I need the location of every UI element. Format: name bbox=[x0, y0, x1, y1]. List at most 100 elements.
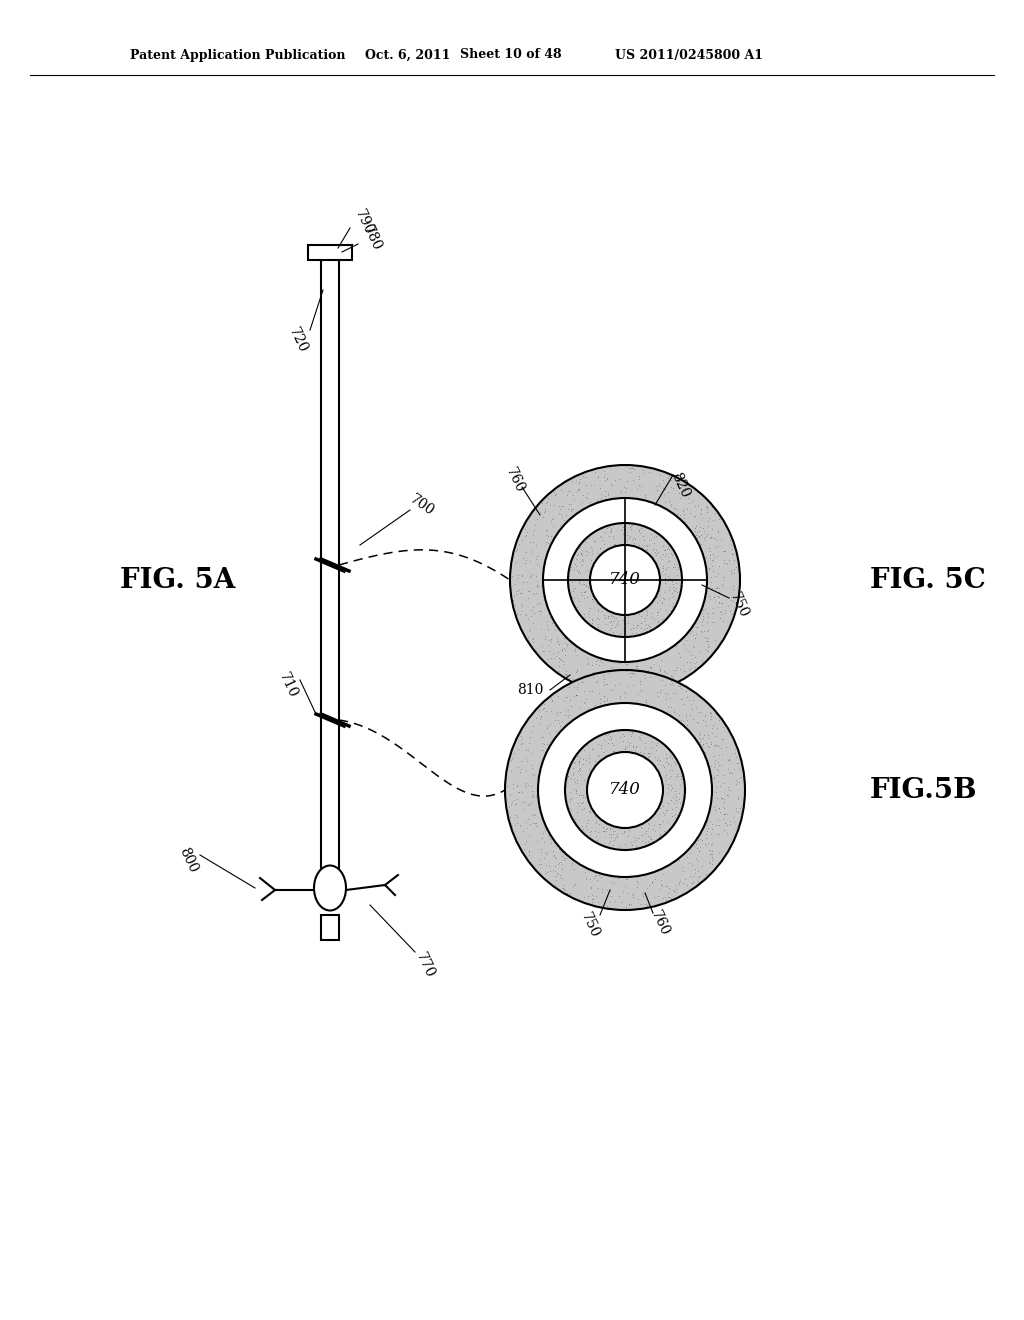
Point bbox=[505, 774, 521, 795]
Point bbox=[617, 620, 634, 642]
Point bbox=[529, 576, 546, 597]
Point bbox=[663, 766, 679, 787]
Point bbox=[643, 606, 659, 627]
Point bbox=[551, 655, 567, 676]
Point bbox=[639, 747, 655, 768]
Point bbox=[539, 843, 555, 865]
Point bbox=[700, 851, 717, 873]
Point bbox=[550, 631, 566, 652]
Point bbox=[574, 792, 591, 813]
Point bbox=[505, 777, 521, 799]
Point bbox=[638, 689, 654, 710]
Point bbox=[513, 565, 529, 586]
Point bbox=[558, 882, 574, 903]
Point bbox=[530, 849, 547, 870]
Point bbox=[568, 678, 585, 700]
Point bbox=[635, 886, 651, 907]
Point bbox=[679, 651, 695, 672]
Point bbox=[679, 847, 695, 869]
Point bbox=[656, 756, 673, 777]
Point bbox=[502, 783, 518, 804]
Point bbox=[658, 875, 675, 896]
Point bbox=[571, 572, 588, 593]
Point bbox=[525, 583, 542, 605]
Point bbox=[624, 529, 640, 550]
Point bbox=[699, 812, 716, 833]
Point bbox=[578, 750, 594, 771]
Point bbox=[629, 870, 645, 891]
Point bbox=[660, 768, 677, 789]
Point bbox=[660, 491, 677, 512]
Point bbox=[571, 673, 588, 694]
Point bbox=[513, 601, 529, 622]
Point bbox=[556, 849, 572, 870]
Point bbox=[567, 554, 584, 576]
Point bbox=[508, 793, 524, 814]
Point bbox=[656, 804, 673, 825]
Point bbox=[520, 739, 537, 760]
Point bbox=[721, 601, 737, 622]
Point bbox=[651, 804, 668, 825]
Point bbox=[530, 714, 547, 735]
Point bbox=[535, 822, 551, 843]
Point bbox=[573, 544, 590, 565]
Point bbox=[530, 601, 547, 622]
Point bbox=[580, 825, 596, 846]
Point bbox=[694, 602, 711, 623]
Point bbox=[702, 702, 719, 723]
Point bbox=[667, 793, 683, 814]
Point bbox=[697, 733, 714, 754]
Point bbox=[528, 813, 545, 834]
Point bbox=[723, 564, 739, 585]
Point bbox=[723, 560, 739, 581]
Point bbox=[621, 678, 637, 700]
Point bbox=[579, 487, 595, 508]
Point bbox=[702, 833, 719, 854]
Point bbox=[689, 521, 706, 543]
Point bbox=[577, 862, 593, 883]
Point bbox=[702, 527, 719, 548]
Point bbox=[617, 876, 634, 898]
Point bbox=[522, 793, 539, 814]
Point bbox=[623, 894, 639, 915]
Point bbox=[660, 752, 677, 774]
Point bbox=[706, 510, 722, 531]
Point bbox=[554, 846, 570, 867]
Point bbox=[697, 496, 714, 517]
Point bbox=[573, 545, 590, 566]
Point bbox=[680, 488, 696, 510]
Point bbox=[637, 668, 653, 689]
Point bbox=[699, 619, 716, 640]
Point bbox=[668, 578, 684, 599]
Point bbox=[709, 545, 725, 566]
Point bbox=[616, 686, 633, 708]
Point bbox=[623, 519, 639, 540]
Point bbox=[666, 498, 682, 519]
Point bbox=[697, 828, 714, 849]
Point bbox=[663, 775, 679, 796]
Point bbox=[612, 520, 629, 541]
Point bbox=[653, 593, 670, 614]
Point bbox=[636, 619, 652, 640]
Point bbox=[691, 841, 708, 862]
Point bbox=[699, 814, 716, 836]
Point bbox=[645, 653, 662, 675]
Point bbox=[569, 705, 586, 726]
Point bbox=[610, 867, 627, 888]
Point bbox=[547, 875, 563, 896]
Point bbox=[614, 730, 631, 751]
Point bbox=[581, 561, 597, 582]
Point bbox=[535, 492, 551, 513]
Point bbox=[614, 822, 631, 843]
Point bbox=[520, 587, 537, 609]
Point bbox=[565, 676, 582, 697]
Point bbox=[708, 776, 724, 797]
Point bbox=[540, 825, 556, 846]
Point bbox=[555, 495, 571, 516]
Point bbox=[692, 829, 709, 850]
Point bbox=[679, 714, 695, 735]
Point bbox=[508, 583, 524, 605]
Point bbox=[633, 612, 649, 634]
Point bbox=[733, 766, 750, 787]
Point bbox=[679, 875, 695, 896]
